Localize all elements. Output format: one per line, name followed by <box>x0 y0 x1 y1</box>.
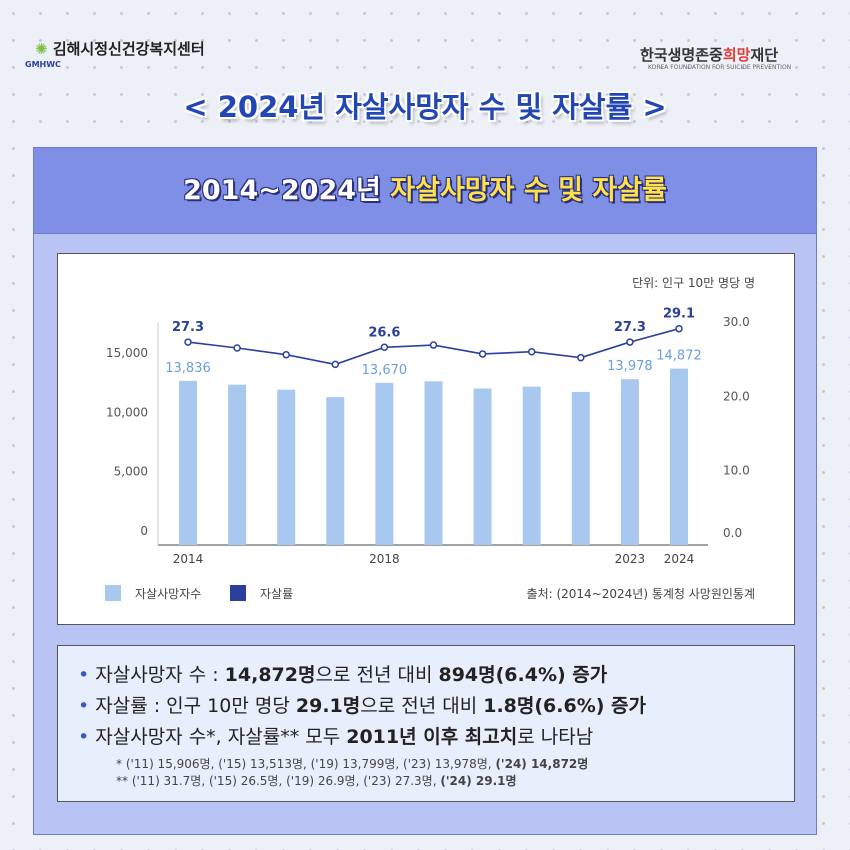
rate-point <box>626 338 634 346</box>
y-tick-label: 5,000 <box>114 465 148 479</box>
main-title: < 2024년 자살사망자 수 및 자살률 > <box>183 90 667 124</box>
unit-label: 단위: 인구 10만 명당 명 <box>632 276 755 290</box>
rate-point <box>282 350 290 359</box>
bold-text: ('24) 14,872명 <box>495 757 589 771</box>
text: 자살사망자 수*, 자살률** 모두 <box>95 726 347 748</box>
org2-en: KOREA FOUNDATION FOR SUICIDE PREVENTION <box>648 64 792 71</box>
bullet-dot: • <box>78 664 96 686</box>
rate-point <box>184 338 192 346</box>
rate-point <box>429 341 438 349</box>
line-label: 27.3 <box>614 320 646 335</box>
x-tick-label: 2018 <box>369 552 400 566</box>
chart: 단위: 인구 10만 명당 명 0 5,000 10,000 15,000 0.0 10.0… <box>105 276 755 601</box>
text: * ('11) 15,906명, ('15) 13,513명, ('19) 13… <box>116 757 496 771</box>
bold-text: 894명(6.4%) 증가 <box>438 664 608 686</box>
x-tick-label: 2023 <box>615 552 646 566</box>
panel-title-highlight: 자살사망자 수 및 자살률 <box>390 175 667 206</box>
rate-point <box>478 350 487 358</box>
legend-label: 자살률 <box>260 587 293 601</box>
bullet-dot: • <box>78 695 96 717</box>
y-tick-label: 15,000 <box>106 346 148 360</box>
rate-point <box>675 324 683 333</box>
chart-box: 단위: 인구 10만 명당 명 0 5,000 10,000 15,000 0.0 10.0… <box>57 253 795 625</box>
text: 으로 전년 대비 <box>360 695 484 717</box>
org-abbr: GMHWC <box>25 60 61 69</box>
y2-tick-label: 20.0 <box>723 389 750 403</box>
legend-label: 자살사망자수 <box>135 587 201 601</box>
bar-label: 13,670 <box>362 363 408 378</box>
org-name: 김해시정신건강복지센터 <box>52 40 205 58</box>
line-label: 27.3 <box>172 320 204 335</box>
bar <box>522 386 541 545</box>
bullet: • 자살률 : 인구 10만 명당 29.1명으로 전년 대비 1.8명(6.6… <box>78 691 794 718</box>
bullet-dot: • <box>78 726 96 748</box>
footnote: ** ('11) 31.7명, ('15) 26.5명, ('19) 26.9명… <box>116 772 794 789</box>
rate-point <box>331 360 340 369</box>
bar-label: 14,872 <box>656 349 702 364</box>
bold-text: 14,872명 <box>224 664 316 686</box>
panel-header: 2014~2024년 자살사망자 수 및 자살률 <box>33 147 817 234</box>
bar-label: 13,836 <box>165 361 211 376</box>
rate-point <box>233 344 241 352</box>
text: 로 나타남 <box>517 726 594 748</box>
text: 으로 전년 대비 <box>315 664 439 686</box>
bar <box>326 397 345 545</box>
y2-tick-label: 10.0 <box>723 464 750 478</box>
y-tick-label: 0 <box>140 524 148 538</box>
footnote: * ('11) 15,906명, ('15) 13,513명, ('19) 13… <box>116 755 794 772</box>
bar <box>228 384 247 545</box>
x-tick-label: 2024 <box>664 552 695 566</box>
y-tick-label: 10,000 <box>106 405 148 419</box>
text: 자살사망자 수 : <box>95 664 225 686</box>
bold-text: 29.1명 <box>295 695 361 717</box>
bold-text: ('24) 29.1명 <box>440 774 517 788</box>
bar <box>424 381 443 545</box>
line-label: 26.6 <box>368 325 400 340</box>
bullet: • 자살사망자 수 : 14,872명으로 전년 대비 894명(6.4%) 증… <box>78 660 794 687</box>
org2-name: 한국생명존중희망재단 <box>640 44 778 65</box>
bar <box>620 379 639 545</box>
legend-swatch <box>230 585 246 601</box>
rate-point <box>577 353 585 362</box>
bold-text: 1.8명(6.6%) 증가 <box>483 695 647 717</box>
rate-point <box>380 343 389 352</box>
y2-tick-label: 0.0 <box>723 526 742 540</box>
bullets: • 자살사망자 수 : 14,872명으로 전년 대비 894명(6.4%) 증… <box>58 646 794 749</box>
line-label: 29.1 <box>663 307 695 322</box>
bar <box>571 391 590 545</box>
text: 자살률 : 인구 10만 명당 <box>95 695 296 717</box>
y2-tick-label: 30.0 <box>723 315 750 329</box>
bold-text: 2011년 이후 최고치 <box>346 726 518 748</box>
bar-label: 13,978 <box>607 359 653 374</box>
bar <box>179 380 197 545</box>
legend-swatch <box>105 585 121 601</box>
bullet: • 자살사망자 수*, 자살률** 모두 2011년 이후 최고치로 나타남 <box>78 722 794 749</box>
summary-box: • 자살사망자 수 : 14,872명으로 전년 대비 894명(6.4%) 증… <box>57 645 795 802</box>
org-logo: ✺ 김해시정신건강복지센터 <box>35 40 205 58</box>
bar <box>670 368 688 545</box>
bar <box>473 388 492 545</box>
bar <box>375 382 394 545</box>
x-tick-label: 2014 <box>173 552 204 566</box>
footnotes: * ('11) 15,906명, ('15) 13,513명, ('19) 13… <box>58 755 794 789</box>
source: 출처: (2014~2024년) 통계청 사망원인통계 <box>527 587 755 601</box>
bar <box>277 389 296 545</box>
text: ** ('11) 31.7명, ('15) 26.5명, ('19) 26.9명… <box>116 774 441 788</box>
rate-point <box>527 347 536 356</box>
panel-title: 2014~2024년 <box>183 175 391 206</box>
org2-part: 한국생명존중 <box>640 46 723 64</box>
org2-part: 희망 <box>722 46 751 64</box>
org2-part: 재단 <box>750 46 779 64</box>
